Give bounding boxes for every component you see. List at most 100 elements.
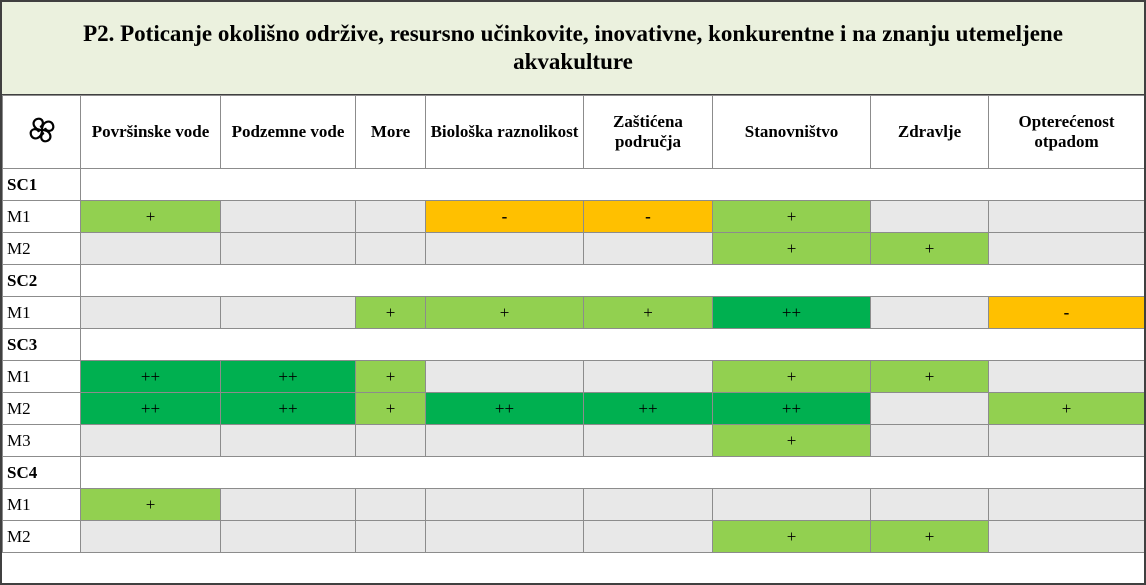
impact-cell [80, 296, 221, 329]
title: P2. Poticanje okolišno održive, resursno… [2, 2, 1144, 95]
impact-cell: + [355, 392, 426, 425]
impact-cell: ++ [220, 392, 356, 425]
impact-cell: + [425, 296, 584, 329]
icon-cell [2, 95, 81, 169]
section-label: SC2 [2, 264, 81, 297]
impact-cell [870, 424, 989, 457]
impact-cell [220, 232, 356, 265]
impact-cell: + [712, 360, 871, 393]
impact-cell [712, 488, 871, 521]
section-row: SC4 [2, 456, 1144, 489]
impact-cell [80, 232, 221, 265]
impact-cell: ++ [712, 296, 871, 329]
row-label: M1 [2, 360, 81, 393]
section-row: SC1 [2, 168, 1144, 201]
section-fill [80, 456, 1144, 489]
section-fill [80, 328, 1144, 361]
impact-cell: - [988, 296, 1144, 329]
impact-cell: + [870, 520, 989, 553]
row-label: M2 [2, 232, 81, 265]
section-fill [80, 168, 1144, 201]
column-header: Biološka raznolikost [425, 95, 584, 169]
icon [29, 117, 54, 142]
measure-row: M1 + + + ++ - [2, 296, 1144, 329]
measure-row: M1 + - - + [2, 200, 1144, 233]
impact-cell [425, 232, 584, 265]
impact-cell [870, 392, 989, 425]
impact-cell [988, 488, 1144, 521]
impact-cell [425, 424, 584, 457]
impact-cell [220, 200, 356, 233]
impact-cell: + [80, 488, 221, 521]
measure-row: M2 + + [2, 232, 1144, 265]
measure-row: M1 ++ ++ + + + [2, 360, 1144, 393]
impact-cell [583, 360, 713, 393]
impact-cell [220, 488, 356, 521]
impact-cell [355, 424, 426, 457]
impact-cell [870, 488, 989, 521]
impact-cell: ++ [583, 392, 713, 425]
table: Površinske vode Podzemne vode More Biološka… [2, 95, 1144, 553]
impact-cell [425, 520, 584, 553]
impact-cell: + [80, 200, 221, 233]
row-label: M1 [2, 488, 81, 521]
row-label: M1 [2, 296, 81, 329]
impact-cell [220, 296, 356, 329]
column-header: Zdravlje [870, 95, 989, 169]
column-header: More [355, 95, 426, 169]
impact-cell: ++ [80, 392, 221, 425]
impact-cell: - [425, 200, 584, 233]
impact-cell [355, 488, 426, 521]
row-label: M1 [2, 200, 81, 233]
impact-cell [988, 520, 1144, 553]
measure-row: M3 + [2, 424, 1144, 457]
section-row: SC2 [2, 264, 1144, 297]
impact-cell [870, 200, 989, 233]
impact-cell: + [988, 392, 1144, 425]
impact-cell: + [583, 296, 713, 329]
impact-cell: + [870, 232, 989, 265]
section-label: SC3 [2, 328, 81, 361]
impact-cell: + [712, 200, 871, 233]
impact-cell [220, 424, 356, 457]
impact-cell [583, 520, 713, 553]
impact-cell: - [583, 200, 713, 233]
column-header: Zaštićena područja [583, 95, 713, 169]
section-row: SC3 [2, 328, 1144, 361]
impact-cell: ++ [425, 392, 584, 425]
header-row: Površinske vode Podzemne vode More Biološka… [2, 95, 1144, 169]
impact-cell [220, 520, 356, 553]
impact-cell [355, 520, 426, 553]
column-header: Opterećenost otpadom [988, 95, 1144, 169]
impact-cell [425, 360, 584, 393]
impact-cell: + [712, 424, 871, 457]
impact-cell [583, 424, 713, 457]
impact-cell: ++ [220, 360, 356, 393]
column-header: Stanovništvo [712, 95, 871, 169]
impact-cell [425, 488, 584, 521]
impact-cell [583, 232, 713, 265]
impact-cell [870, 296, 989, 329]
impact-cell [988, 424, 1144, 457]
impact-cell [988, 232, 1144, 265]
impact-cell [583, 488, 713, 521]
impact-cell [80, 424, 221, 457]
impact-cell: + [355, 296, 426, 329]
impact-cell: ++ [712, 392, 871, 425]
impact-cell: + [355, 360, 426, 393]
impact-cell [355, 232, 426, 265]
row-label: M2 [2, 392, 81, 425]
impact-cell: ++ [80, 360, 221, 393]
section-fill [80, 264, 1144, 297]
column-header: Površinske vode [80, 95, 221, 169]
measure-row: M2 ++ ++ + ++ ++ ++ + [2, 392, 1144, 425]
impact-cell [988, 360, 1144, 393]
impact-cell [988, 200, 1144, 233]
section-label: SC1 [2, 168, 81, 201]
impact-cell [80, 520, 221, 553]
measure-row: M2 + + [2, 520, 1144, 553]
measure-row: M1 + [2, 488, 1144, 521]
impact-cell: + [712, 520, 871, 553]
column-header: Podzemne vode [220, 95, 356, 169]
